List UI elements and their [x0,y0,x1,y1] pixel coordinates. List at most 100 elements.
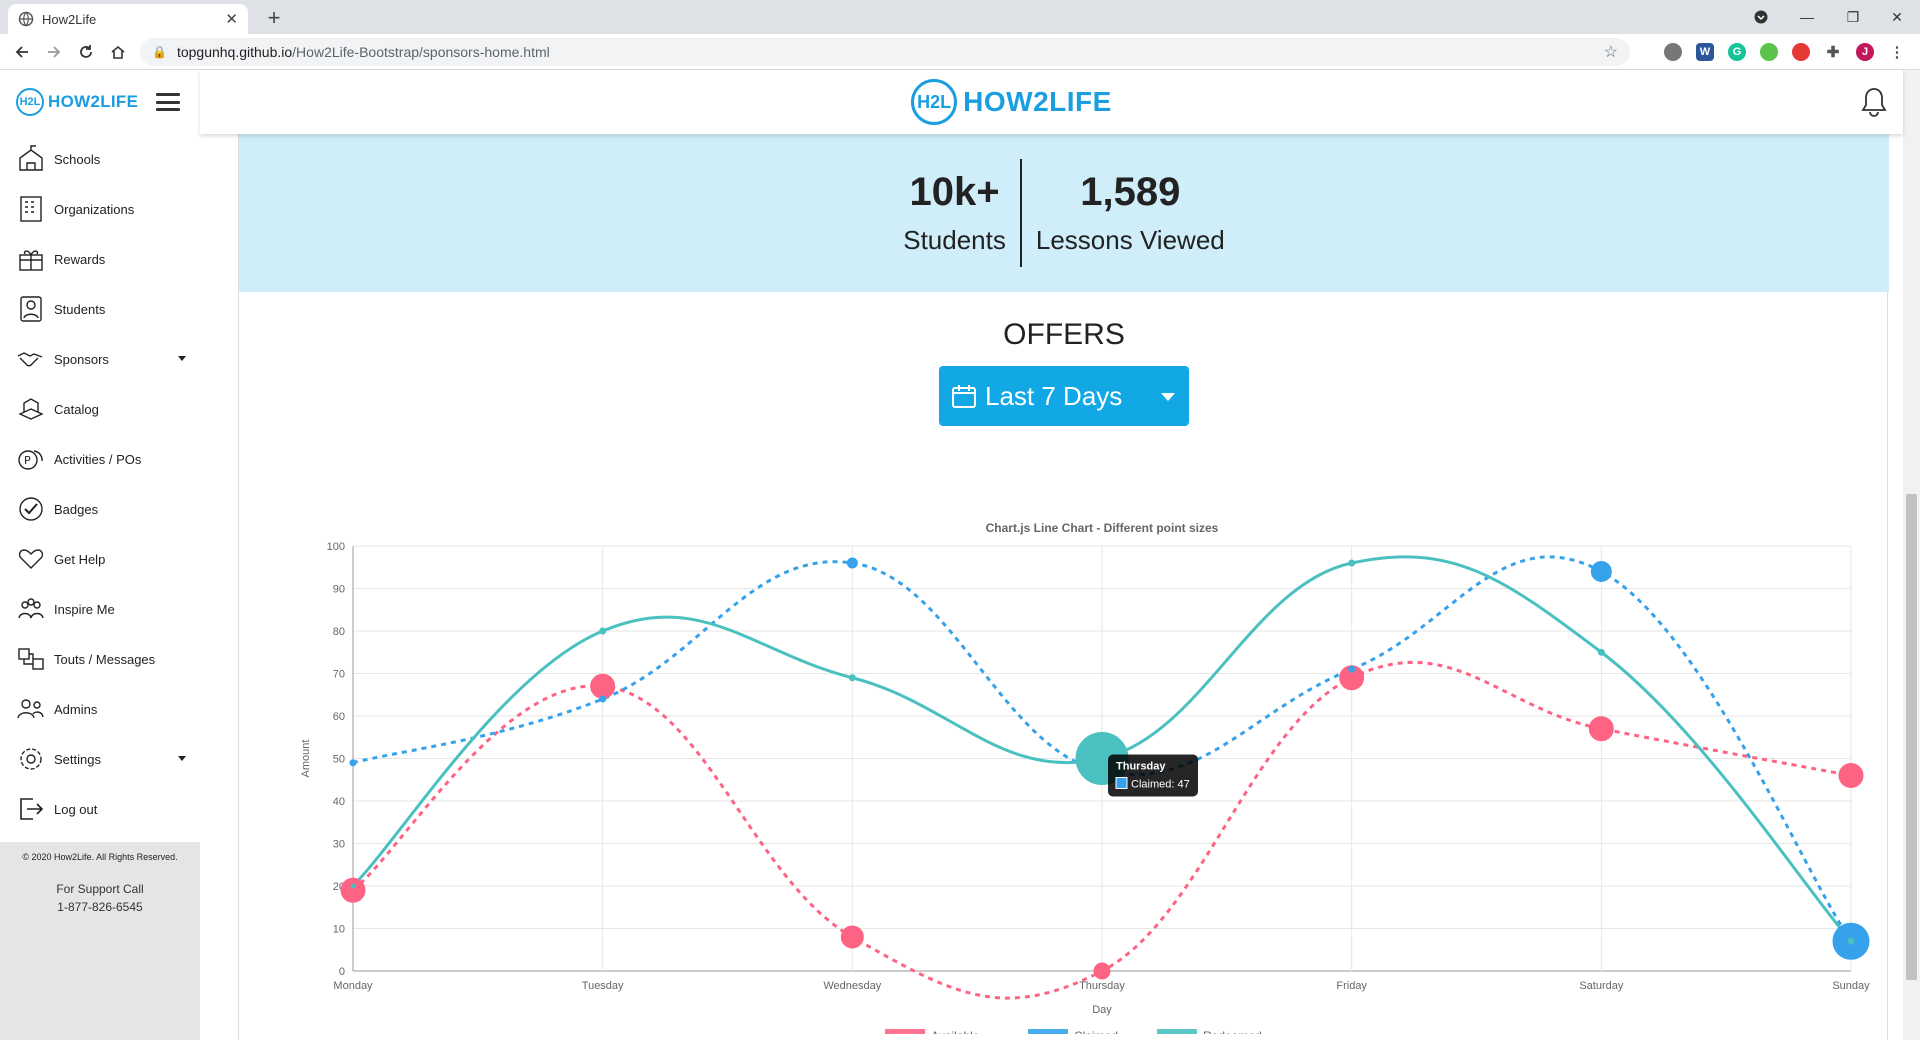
legend-swatch-available [885,1029,925,1040]
top-header: H2L HOW2LIFE [200,70,1903,134]
extension-globe-icon[interactable] [1664,43,1682,61]
main-content: H2L HOW2LIFE 10k+ Students 1,589 Lessons… [200,70,1903,1040]
address-bar[interactable]: 🔒 topgunhq.github.io/How2Life-Bootstrap/… [140,38,1630,66]
sidebar-item-sponsors[interactable]: Sponsors [0,334,200,384]
browser-tab-bar: How2Life ✕ + — ❐ ✕ [0,0,1920,34]
copyright-text: © 2020 How2Life. All Rights Reserved. [22,852,178,862]
profile-avatar[interactable]: J [1856,43,1874,61]
help-hands-icon [16,544,46,574]
sidebar-item-touts-messages[interactable]: Touts / Messages [0,634,200,684]
scrollbar-thumb[interactable] [1906,494,1917,980]
y-tick-label: 100 [327,541,345,553]
home-icon[interactable] [106,40,130,64]
x-tick-label: Friday [1336,980,1367,992]
sidebar-item-label: Inspire Me [54,601,115,617]
series-line-available [352,660,1852,1000]
data-point-claimed [846,557,858,569]
sidebar-item-label: Sponsors [54,351,109,367]
page-scrollbar[interactable] [1903,70,1920,1040]
tooltip-title: Thursday [1116,761,1166,773]
legend-label-available: Available [931,1029,980,1034]
browser-menu-icon[interactable]: ⋮ [1889,44,1905,61]
sidebar-item-settings[interactable]: Settings [0,734,200,784]
support-phone: 1-877-826-6545 [57,900,143,914]
legend-swatch-redeemed [1157,1029,1197,1040]
data-point-available [590,673,616,699]
close-window-icon[interactable]: ✕ [1891,8,1903,25]
sidebar-item-label: Settings [54,751,101,767]
x-tick-label: Saturday [1579,980,1624,992]
date-range-dropdown[interactable]: Last 7 Days [939,366,1189,426]
browser-tab[interactable]: How2Life ✕ [8,4,248,34]
sidebar-item-catalog[interactable]: Catalog [0,384,200,434]
red-extension-icon[interactable] [1792,43,1810,61]
notification-bell-icon[interactable] [1859,86,1889,118]
sidebar-item-label: Catalog [54,401,99,417]
sidebar-brand[interactable]: H2L HOW2LIFE [0,70,200,134]
data-point-claimed [1590,561,1612,582]
green-extension-icon[interactable] [1760,43,1778,61]
sidebar-item-schools[interactable]: Schools [0,134,200,184]
new-tab-button[interactable]: + [267,5,281,30]
reload-icon[interactable] [74,40,98,64]
extensions-puzzle-icon[interactable]: ✚ [1826,44,1840,61]
sidebar-item-students[interactable]: Students [0,284,200,334]
word-extension-icon[interactable]: W [1696,43,1714,61]
content-frame: 10k+ Students 1,589 Lessons Viewed OFFER… [238,134,1889,1040]
sidebar-item-activities-pos[interactable]: P Activities / POs [0,434,200,484]
sidebar-item-label: Admins [54,701,98,717]
offers-title: OFFERS [1003,318,1125,351]
y-tick-label: 80 [333,626,345,638]
sidebar-item-label: Log out [54,801,98,817]
building-icon [16,194,46,224]
sidebar: H2L HOW2LIFE Schools Organizations Rewards… [0,70,200,1040]
y-axis-label: Amount [300,740,312,778]
y-tick-label: 40 [333,796,345,808]
sidebar-nav: Schools Organizations Rewards Students Spons… [0,134,200,834]
forward-icon[interactable] [42,40,66,64]
handshake-icon [16,344,46,374]
grammarly-icon[interactable]: G [1728,43,1746,61]
browser-toolbar: 🔒 topgunhq.github.io/How2Life-Bootstrap/… [0,34,1920,70]
bookmark-star-icon[interactable]: ☆ [1603,44,1618,61]
sidebar-item-rewards[interactable]: Rewards [0,234,200,284]
brand-logo-mark: H2L [16,88,44,116]
sidebar-item-organizations[interactable]: Organizations [0,184,200,234]
y-tick-label: 10 [333,924,345,936]
caret-down-icon[interactable] [178,356,186,361]
sidebar-item-log-out[interactable]: Log out [0,784,200,834]
sidebar-item-get-help[interactable]: Get Help [0,534,200,584]
sidebar-item-inspire-me[interactable]: Inspire Me [0,584,200,634]
y-tick-label: 70 [333,669,345,681]
data-point-claimed [1348,665,1356,673]
sidebar-item-label: Get Help [54,551,106,567]
data-point-redeemed [350,883,356,889]
data-point-available [1838,763,1864,788]
minimize-icon[interactable]: — [1800,9,1814,25]
header-logo-text: HOW2LIFE [963,86,1112,117]
chart-title: Chart.js Line Chart - Different point si… [986,521,1219,535]
tooltip-swatch [1115,777,1128,789]
data-point-available [1588,716,1614,742]
hamburger-menu-icon[interactable] [156,93,181,111]
data-point-redeemed [1597,648,1605,656]
tab-close-icon[interactable]: ✕ [225,11,238,28]
sidebar-item-admins[interactable]: Admins [0,684,200,734]
sidebar-item-badges[interactable]: Badges [0,484,200,534]
check-badge-icon [16,494,46,524]
sidebar-item-label: Schools [54,151,101,167]
caret-down-icon[interactable] [178,756,186,761]
header-logo[interactable]: H2L HOW2LIFE [911,79,1112,125]
url-path: /How2Life-Bootstrap/sponsors-home.html [292,44,550,60]
logout-icon [16,794,46,824]
svg-text:P: P [24,454,31,467]
sidebar-item-label: Touts / Messages [54,651,156,667]
restore-icon[interactable]: ❐ [1846,8,1860,25]
back-icon[interactable] [10,40,34,64]
y-tick-label: 90 [333,584,345,596]
support-line: For Support Call [56,882,144,896]
tab-search-icon[interactable] [1738,0,1784,34]
offers-line-chart: Chart.js Line Chart - Different point si… [300,521,1870,1040]
data-point-redeemed [599,627,607,635]
support-info: For Support Call 1-877-826-6545 [0,880,200,916]
